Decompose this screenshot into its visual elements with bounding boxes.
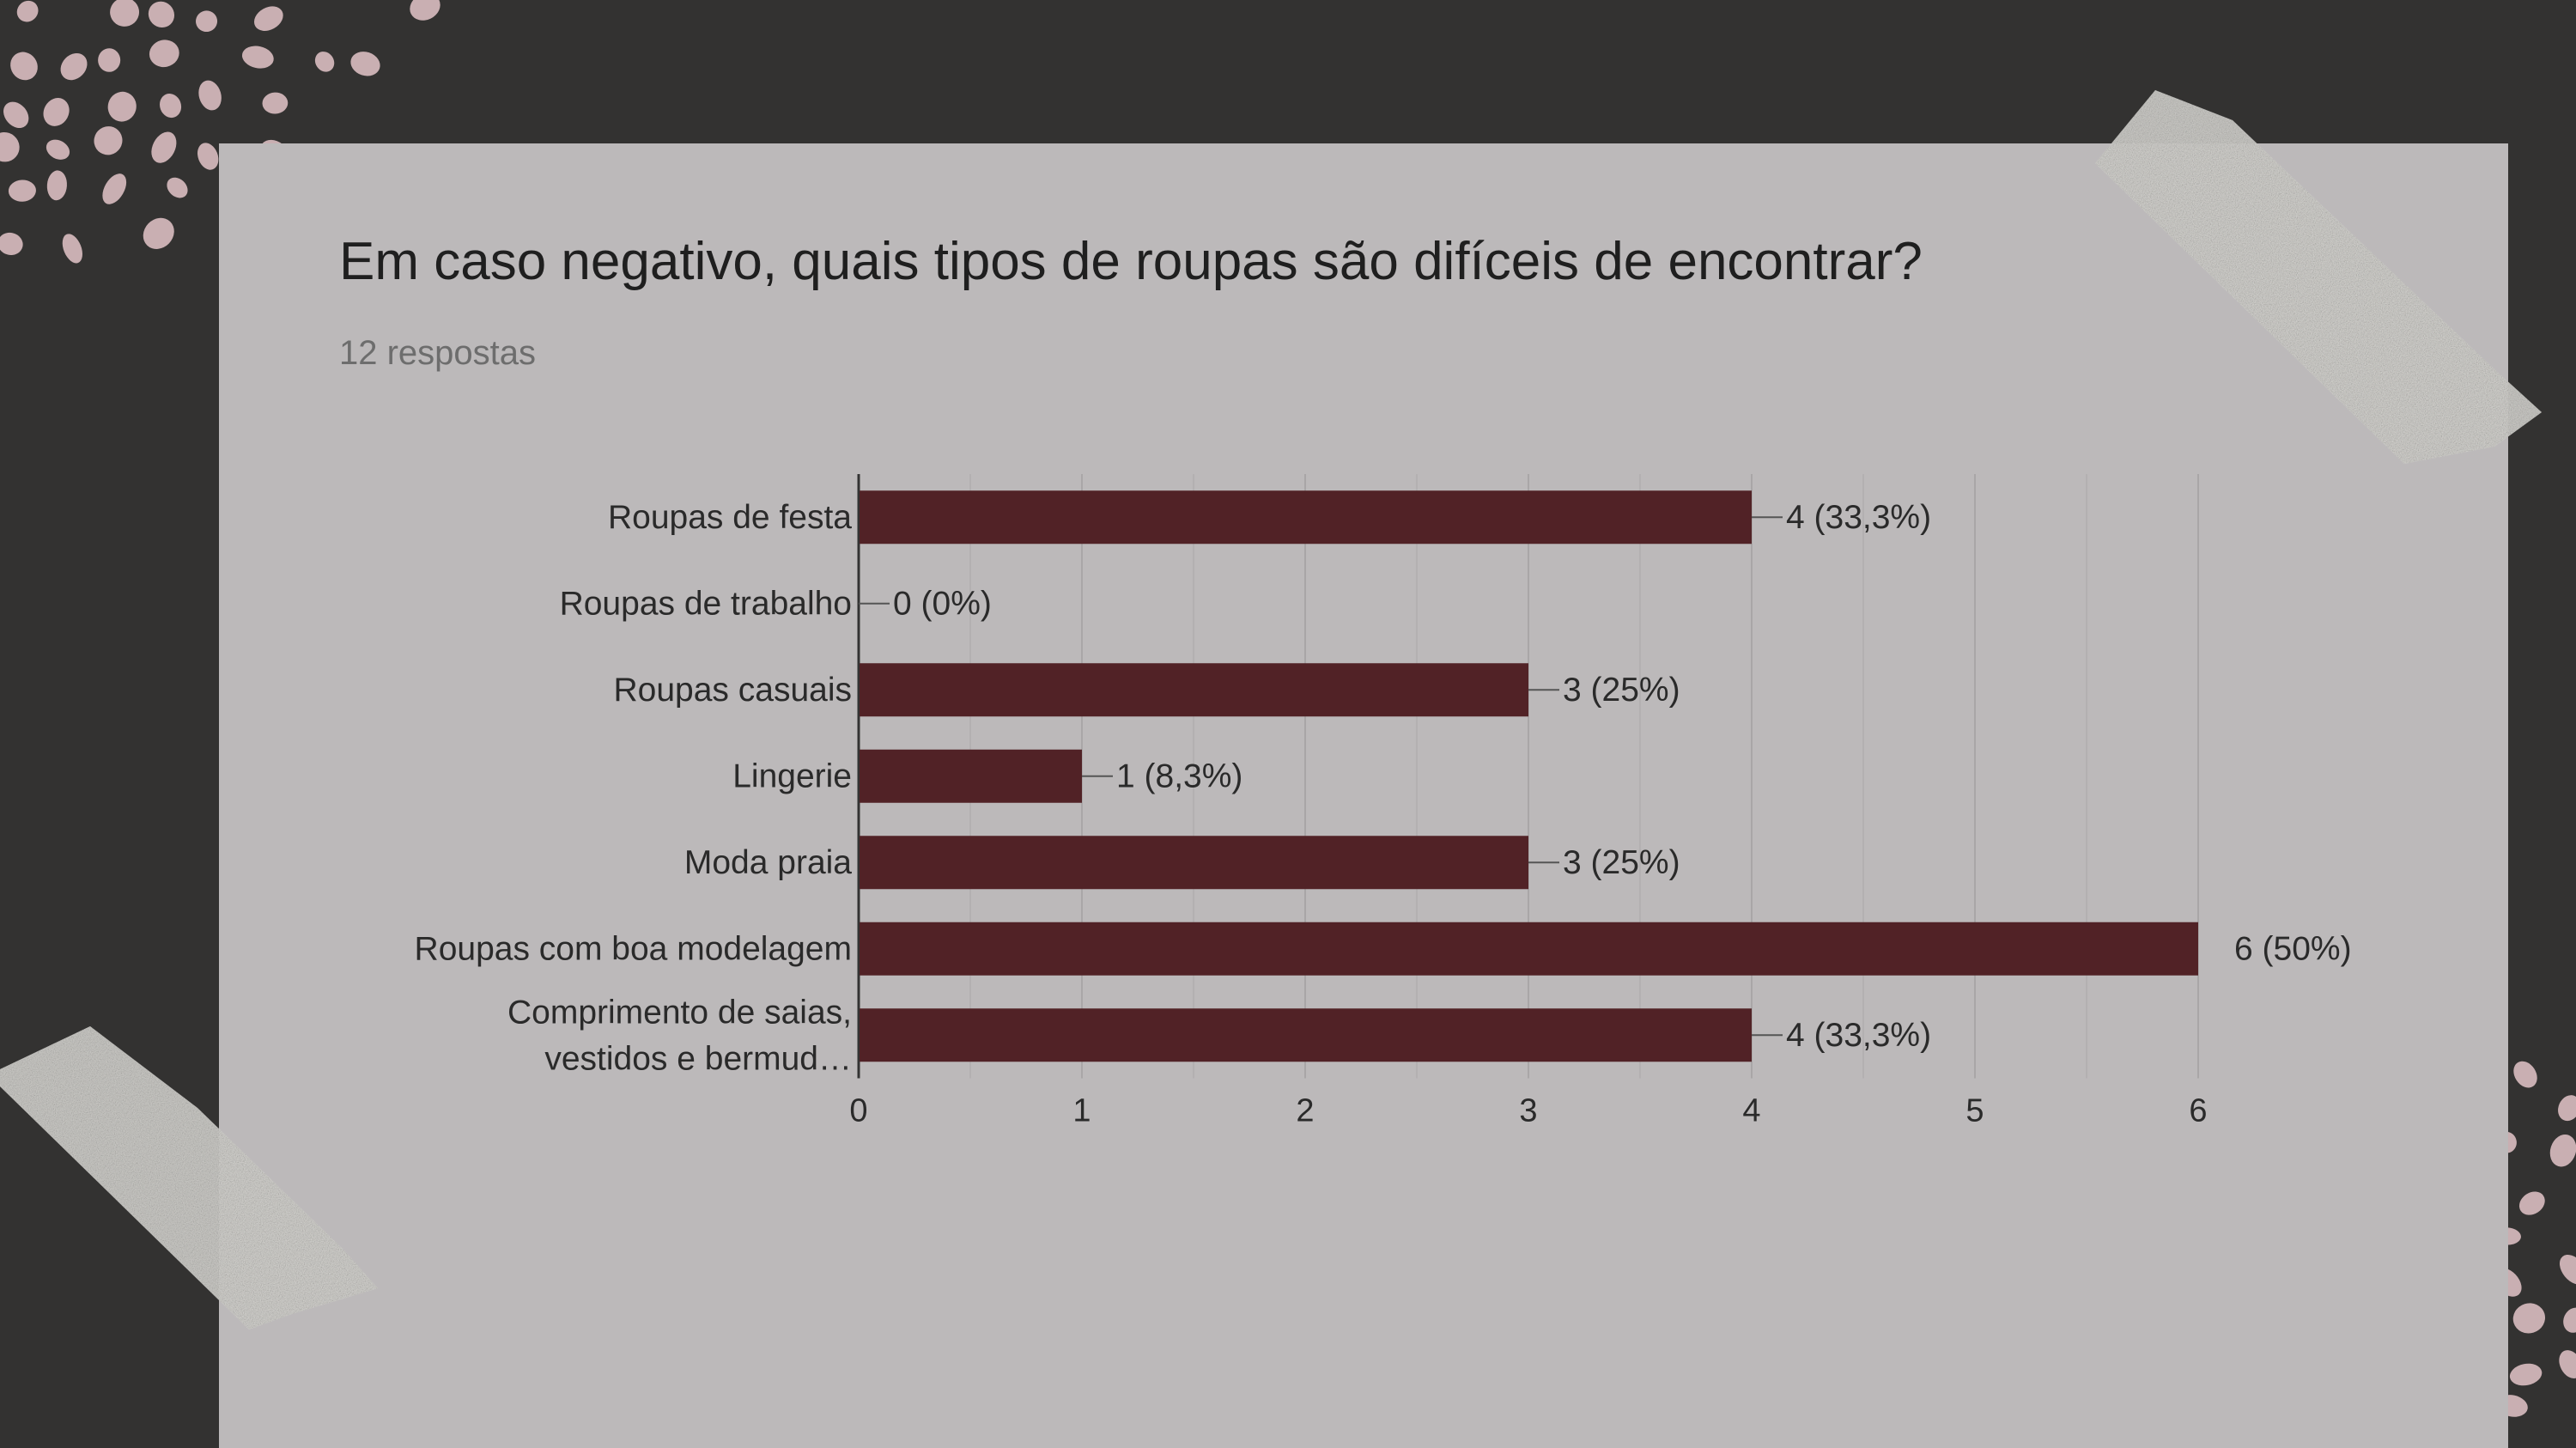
decorative-dot [167, 177, 188, 198]
decorative-dot [94, 126, 123, 155]
decorative-dot [10, 52, 38, 81]
chart-title: Em caso negativo, quais tipos de roupas … [339, 232, 1923, 291]
bar [860, 922, 2198, 976]
data-label: 3 (25%) [1563, 672, 1680, 709]
x-tick-label: 3 [1519, 1093, 1537, 1129]
decorative-dot [0, 232, 23, 255]
decorative-dot [107, 91, 137, 122]
decorative-dot [196, 10, 218, 33]
decorative-dot [262, 92, 289, 114]
decorative-dot [350, 52, 380, 76]
decorative-dot [253, 6, 283, 31]
category-label: Comprimento de saias, vestidos e bermud… [507, 994, 852, 1077]
decorative-dot [102, 173, 127, 204]
x-tick-label: 6 [2189, 1093, 2207, 1129]
decorative-dot [2559, 1254, 2576, 1285]
decorative-dot [110, 0, 140, 27]
decorative-dot [98, 48, 121, 72]
decorative-dot [2518, 1191, 2545, 1215]
decorative-dot [3, 101, 29, 129]
x-tick-label: 1 [1072, 1093, 1091, 1129]
decorative-dot [410, 0, 440, 21]
decorative-dot [2509, 1363, 2543, 1386]
data-label: 4 (33,3%) [1786, 499, 1931, 536]
decorative-dot [2512, 1303, 2546, 1334]
decorative-dot [2558, 1095, 2576, 1122]
x-tick-label: 0 [849, 1093, 867, 1129]
category-label: Roupas de festa [608, 499, 852, 536]
category-label: Lingerie [732, 757, 852, 794]
decorative-dot [2563, 1307, 2576, 1333]
decorative-dot [2559, 1350, 2576, 1378]
bar [860, 749, 1082, 803]
decorative-dot [143, 217, 174, 249]
decorative-dot [2549, 1134, 2576, 1167]
decorative-dot [148, 1, 175, 28]
bar [860, 663, 1528, 717]
bar-chart: Roupas de festa 4 (33,3%) Roupas de trabal… [415, 474, 2352, 1129]
decorative-dot [46, 170, 67, 201]
decorative-dot [241, 46, 274, 69]
decorative-dot [62, 234, 83, 264]
decorative-dot [2513, 1061, 2537, 1088]
bar [860, 1008, 1752, 1062]
category-label: Roupas casuais [614, 672, 853, 709]
decorative-dot [8, 179, 36, 202]
decorative-dot [149, 40, 179, 68]
bar [860, 490, 1752, 545]
x-tick-label: 5 [1965, 1093, 1984, 1129]
category-label: Moda praia [684, 844, 852, 881]
decorative-dot [43, 98, 70, 126]
decorative-dot [16, 0, 39, 22]
x-tick-label: 2 [1296, 1093, 1314, 1129]
data-label: 0 (0%) [893, 585, 992, 622]
decorative-dot [60, 52, 88, 81]
data-label: 3 (25%) [1563, 844, 1680, 881]
data-label: 1 (8,3%) [1116, 757, 1242, 794]
category-label: Roupas de trabalho [560, 585, 852, 622]
bar [860, 836, 1528, 890]
x-tick-label: 4 [1742, 1093, 1760, 1129]
decorative-dot [314, 52, 335, 72]
data-label: 4 (33,3%) [1786, 1017, 1931, 1054]
decorative-dot [159, 94, 182, 119]
decorative-dot [198, 80, 222, 111]
category-label: Roupas com boa modelagem [415, 930, 852, 967]
decorative-dot [46, 139, 70, 160]
decorative-dot [0, 131, 20, 162]
decorative-dot [197, 143, 219, 170]
data-label: 6 (50%) [2234, 930, 2352, 967]
response-count: 12 respostas [339, 334, 537, 372]
decorative-dot [151, 131, 177, 163]
chart-card: Em caso negativo, quais tipos de roupas … [219, 143, 2508, 1448]
